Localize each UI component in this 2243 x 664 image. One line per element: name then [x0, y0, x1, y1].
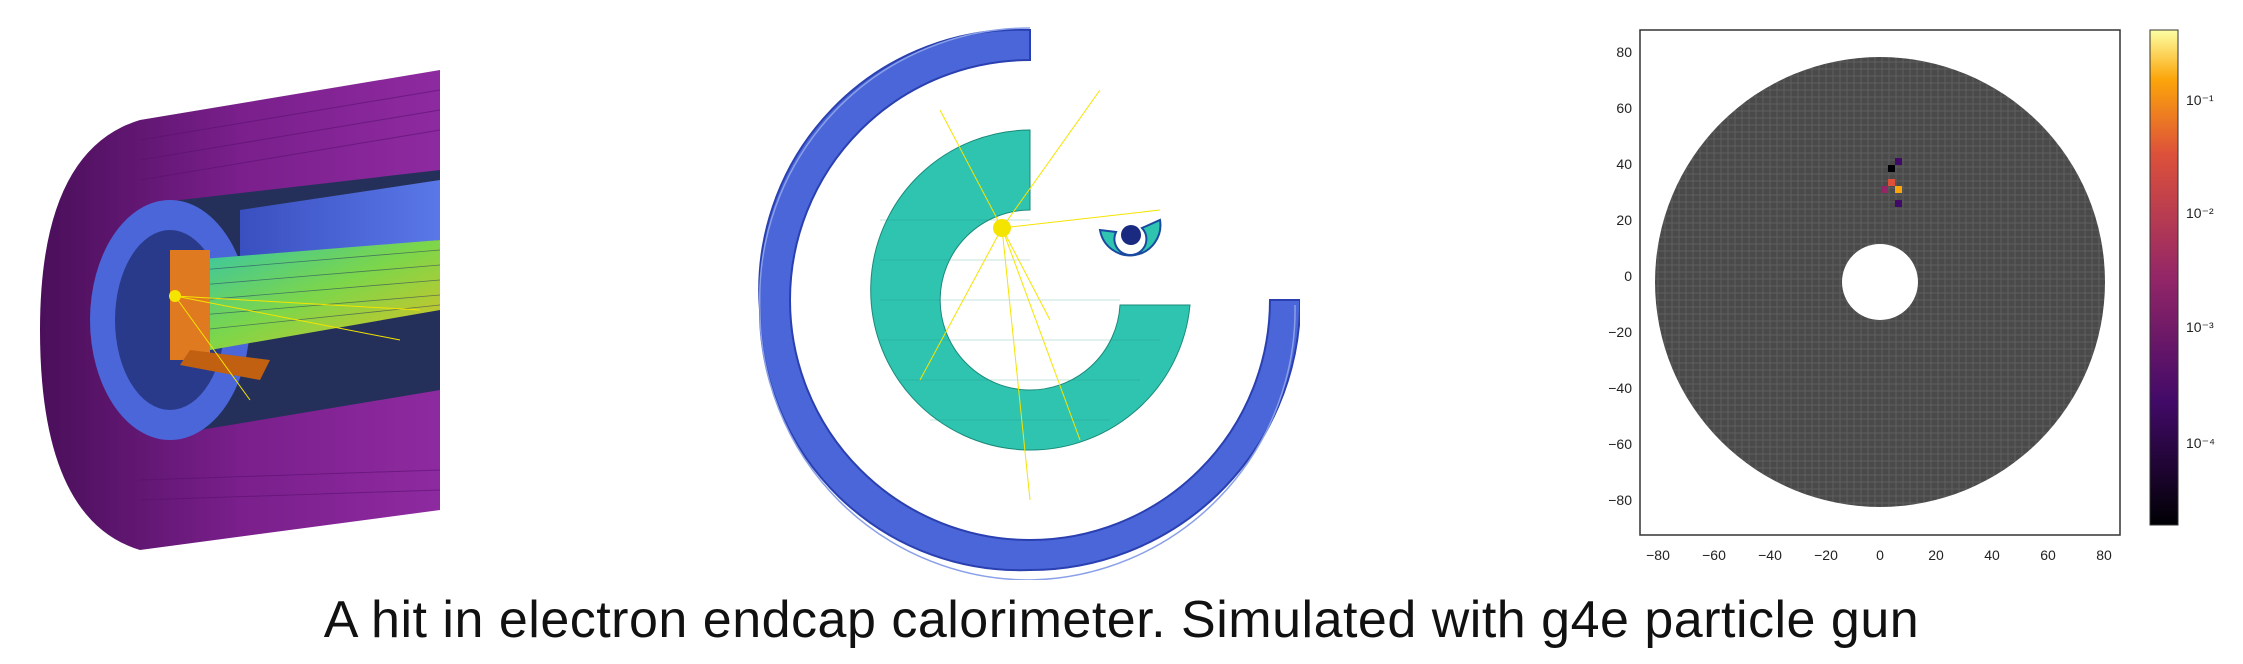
colorbar: [2149, 29, 2179, 526]
hit-heatmap-plot: 80 60 40 20 0 −20 −40 −60 −80 −80 −60 −4…: [1560, 20, 2220, 580]
x-tick-label: 40: [1984, 547, 2000, 563]
y-tick-label: 0: [1624, 268, 1632, 284]
x-tick-label: −80: [1646, 547, 1670, 563]
y-tick-label: −80: [1608, 492, 1632, 508]
y-tick-label: 60: [1616, 100, 1632, 116]
detector-3d-view: [40, 60, 450, 560]
figure-caption: A hit in electron endcap calorimeter. Si…: [323, 591, 1920, 649]
colorbar-tick-label: 10⁻³: [2186, 319, 2214, 335]
heatmap-graphic: 80 60 40 20 0 −20 −40 −60 −80 −80 −60 −4…: [1608, 29, 2215, 563]
x-tick-label: 80: [2096, 547, 2112, 563]
x-tick-label: −40: [1758, 547, 1782, 563]
y-tick-label: −60: [1608, 436, 1632, 452]
x-tick-label: 60: [2040, 547, 2056, 563]
y-tick-label: −20: [1608, 324, 1632, 340]
y-tick-label: 40: [1616, 156, 1632, 172]
y-tick-label: 80: [1616, 44, 1632, 60]
colorbar-tick-label: 10⁻¹: [2186, 92, 2214, 108]
endcap-calorimeter-view: [740, 20, 1301, 581]
colorbar-tick-label: 10⁻²: [2186, 205, 2214, 221]
x-tick-label: 20: [1928, 547, 1944, 563]
x-tick-label: 0: [1876, 547, 1884, 563]
hit-cells: [1881, 158, 1902, 207]
small-endcap-fragment: [1098, 218, 1162, 257]
colorbar-tick-label: 10⁻⁴: [2186, 435, 2215, 451]
endcap-graphic: [758, 27, 1301, 581]
beam-hole: [1842, 244, 1918, 320]
y-tick-label: −40: [1608, 380, 1632, 396]
x-tick-label: −20: [1814, 547, 1838, 563]
y-tick-label: 20: [1616, 212, 1632, 228]
x-tick-label: −60: [1702, 547, 1726, 563]
detector-3d-graphic: [40, 70, 441, 550]
